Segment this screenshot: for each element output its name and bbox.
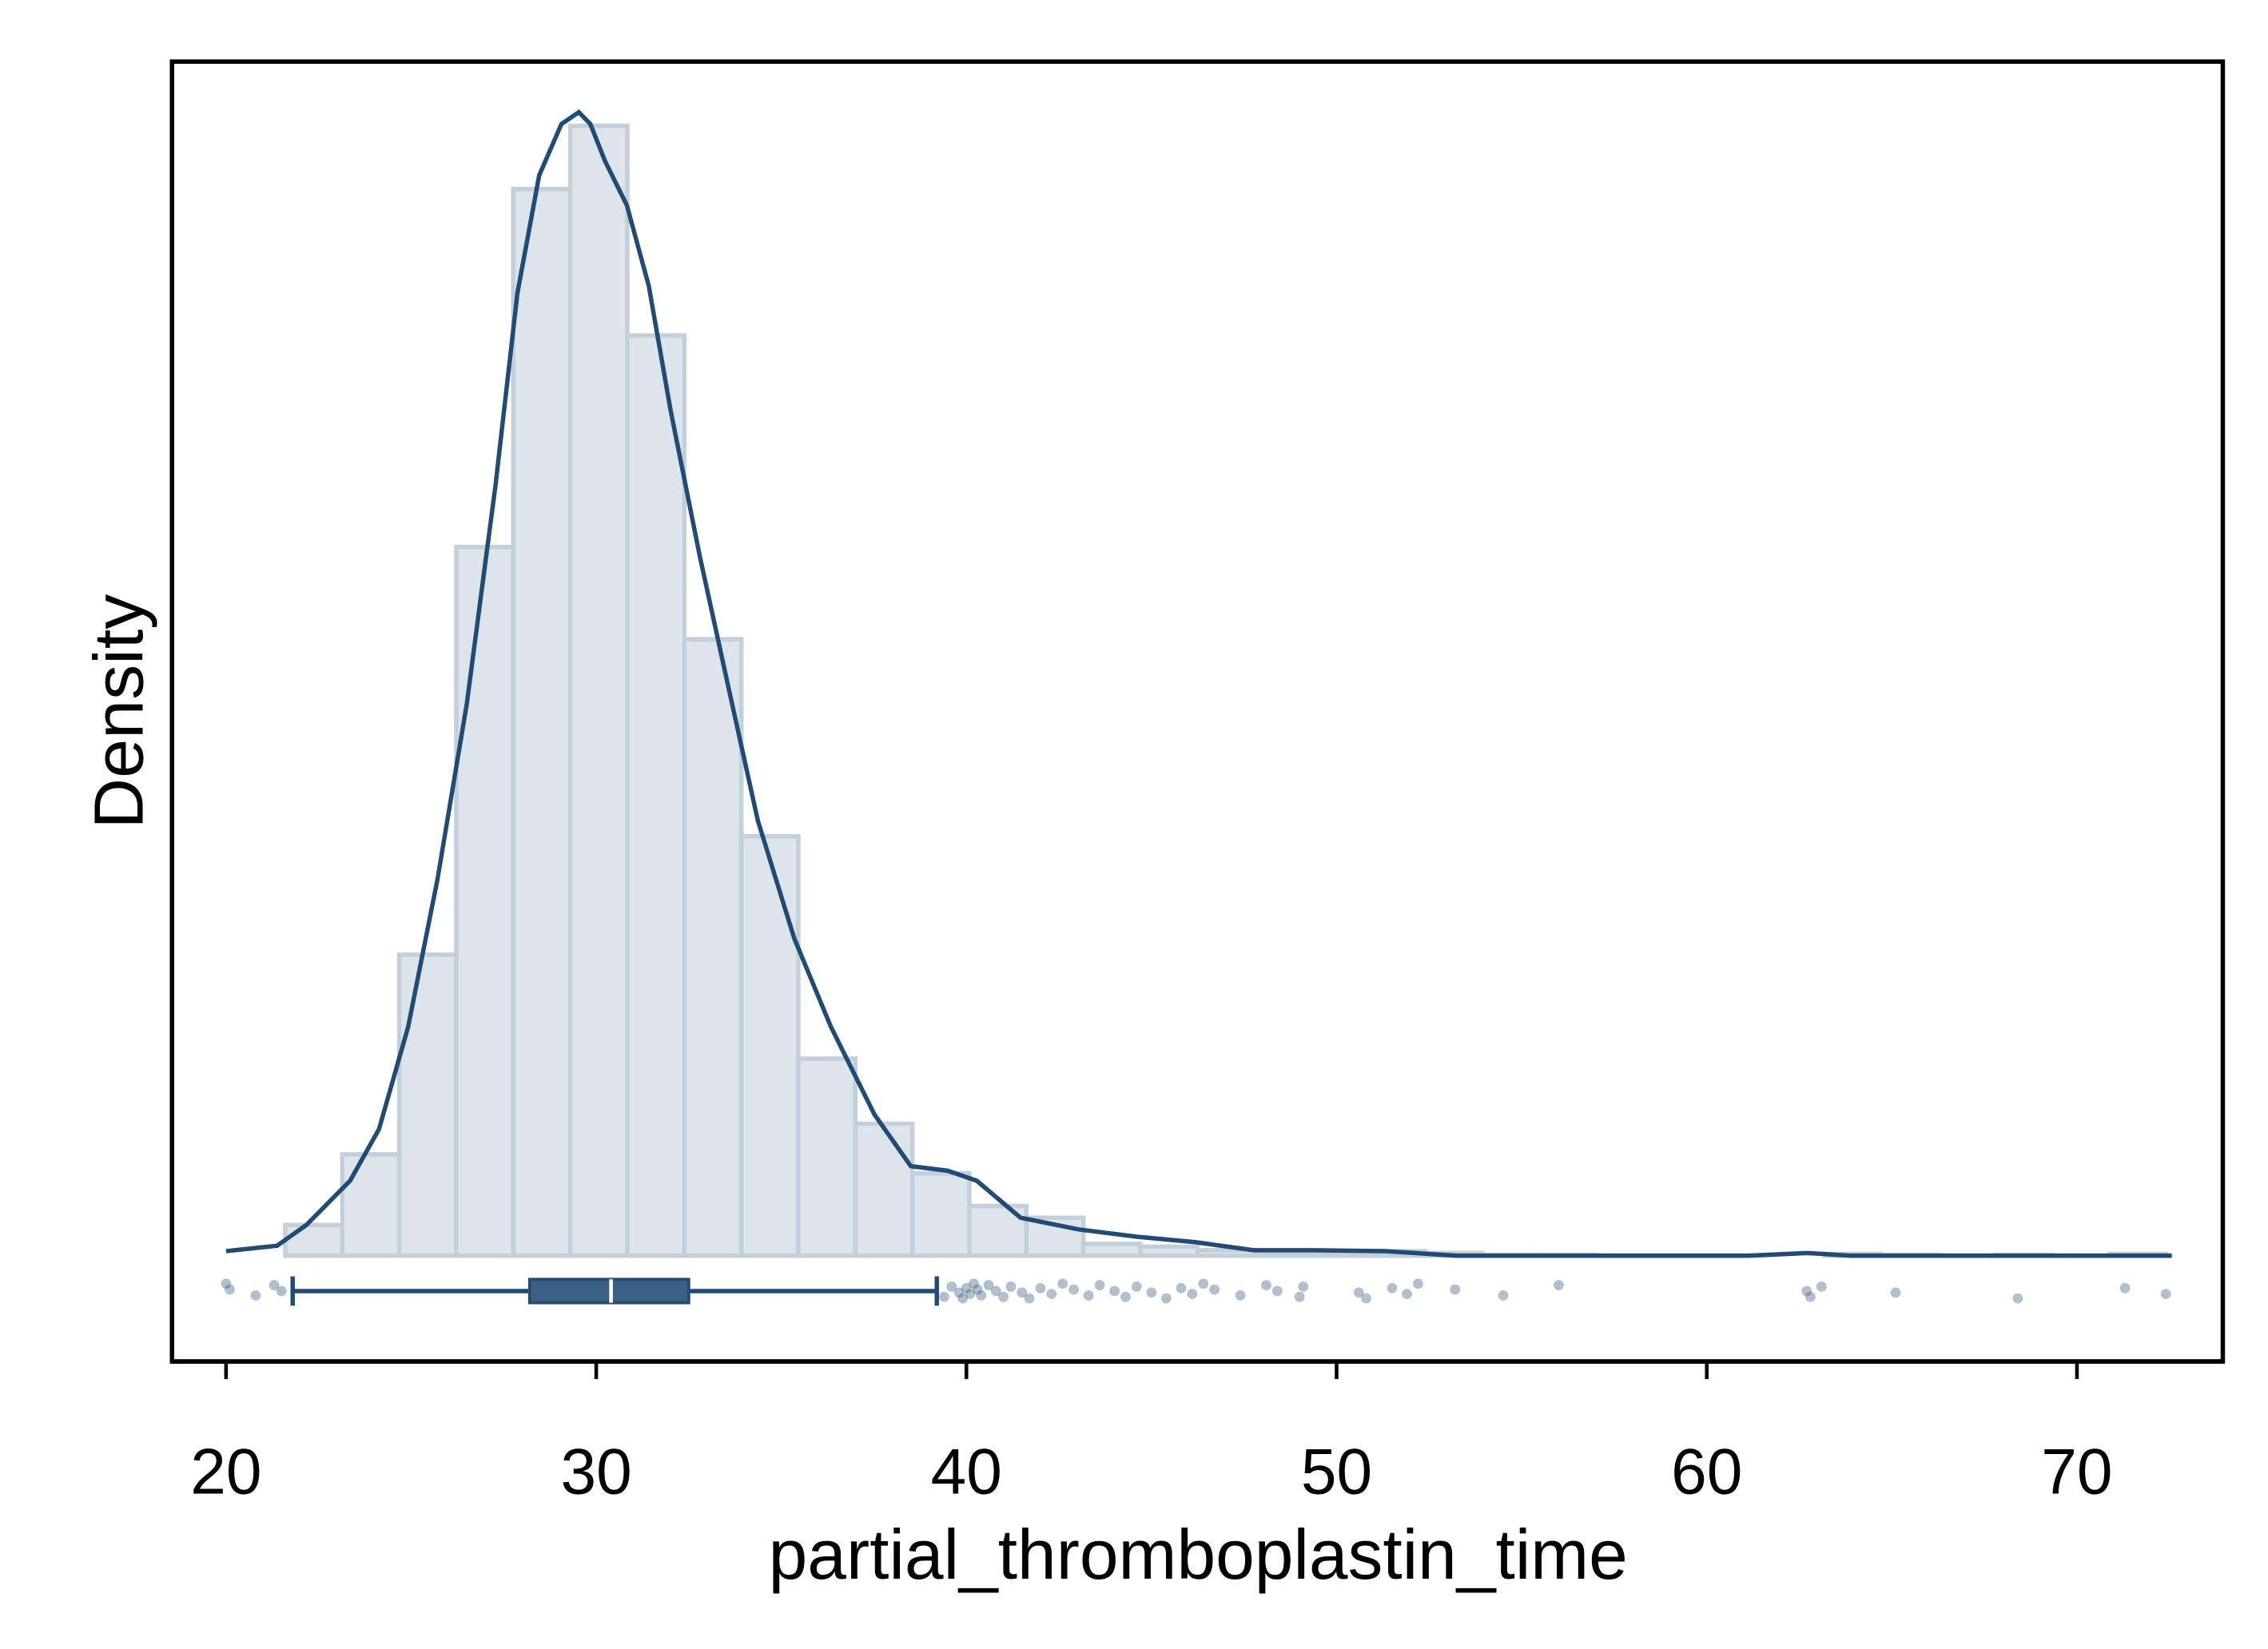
outlier-point — [1176, 1282, 1187, 1293]
bar — [625, 333, 687, 1258]
outlier-point — [1361, 1293, 1371, 1304]
outlier-point — [1017, 1287, 1028, 1298]
outlier-point — [221, 1278, 232, 1289]
x-tick-label: 30 — [560, 1436, 631, 1508]
outlier-point — [969, 1278, 979, 1289]
outlier-point — [1816, 1281, 1827, 1292]
outlier-point — [1805, 1291, 1816, 1302]
outlier-point — [1554, 1280, 1564, 1291]
outlier-point — [965, 1289, 976, 1300]
bar — [396, 952, 459, 1258]
outlier-point — [1146, 1287, 1157, 1298]
x-tick-label: 50 — [1301, 1436, 1372, 1508]
y-axis-label: Density — [79, 594, 158, 829]
outlier-point — [1120, 1291, 1131, 1302]
outlier-point — [1094, 1280, 1105, 1291]
outlier-point — [1801, 1285, 1812, 1297]
outlier-point — [1035, 1282, 1046, 1293]
bar — [738, 833, 801, 1258]
density-line — [225, 109, 2172, 1258]
outlier-point — [1209, 1284, 1220, 1295]
outlier-point — [1161, 1293, 1172, 1304]
outlier-point — [1498, 1290, 1509, 1301]
outlier-point — [957, 1293, 969, 1304]
x-tick-label: 20 — [190, 1436, 261, 1508]
bar — [853, 1121, 915, 1258]
outlier-point — [2119, 1282, 2131, 1293]
bar — [340, 1152, 402, 1258]
outlier-point — [1005, 1281, 1017, 1292]
outlier-point — [1109, 1285, 1120, 1297]
outlier-point — [1235, 1290, 1246, 1301]
outlier-point — [1057, 1278, 1068, 1289]
bar — [682, 637, 744, 1258]
outlier-point — [976, 1290, 987, 1301]
bar — [567, 123, 630, 1258]
outlier-point — [1068, 1284, 1080, 1295]
outlier-point — [1198, 1278, 1209, 1289]
outlier-point — [1187, 1289, 1198, 1300]
outlier-point — [1450, 1284, 1461, 1295]
outlier-point — [1024, 1293, 1035, 1304]
outlier-point — [983, 1280, 994, 1291]
bar — [1138, 1244, 1200, 1258]
bar — [909, 1170, 972, 1258]
outlier-point — [1890, 1287, 1901, 1298]
bar — [454, 544, 516, 1258]
bar — [1251, 1250, 1314, 1258]
plot-frame — [169, 59, 2226, 1364]
outlier-point — [269, 1280, 280, 1291]
outlier-point — [1272, 1285, 1283, 1297]
bar — [511, 186, 573, 1258]
outlier-point — [225, 1284, 235, 1295]
outlier-point — [1294, 1291, 1305, 1302]
outlier-point — [946, 1281, 957, 1292]
outlier-point — [250, 1290, 261, 1301]
outlier-point — [1046, 1289, 1057, 1300]
outlier-point — [1131, 1281, 1142, 1292]
outlier-point — [1298, 1281, 1309, 1292]
x-tick-label: 60 — [1671, 1436, 1742, 1508]
outlier-point — [2160, 1289, 2171, 1300]
outlier-point — [972, 1284, 983, 1295]
outlier-point — [998, 1291, 1009, 1302]
box — [527, 1277, 690, 1305]
bar — [796, 1056, 858, 1258]
outlier-point — [990, 1285, 1001, 1297]
outlier-point — [961, 1282, 972, 1293]
x-tick-label: 70 — [2041, 1436, 2112, 1508]
outlier-point — [1387, 1282, 1398, 1293]
x-tick-label: 40 — [931, 1436, 1002, 1508]
bar — [283, 1222, 345, 1258]
bar — [1080, 1242, 1143, 1258]
outlier-point — [939, 1291, 949, 1302]
outlier-point — [1402, 1289, 1412, 1300]
outlier-point — [1353, 1287, 1364, 1298]
outlier-point — [2012, 1293, 2023, 1304]
outlier-point — [1083, 1290, 1094, 1301]
outlier-point — [1261, 1280, 1271, 1291]
marks — [172, 109, 2223, 1380]
outlier-point — [953, 1287, 965, 1298]
outlier-point — [1413, 1278, 1423, 1289]
outlier-point — [276, 1285, 287, 1297]
x-axis-label: partial_thromboplastin_time — [769, 1515, 1628, 1594]
